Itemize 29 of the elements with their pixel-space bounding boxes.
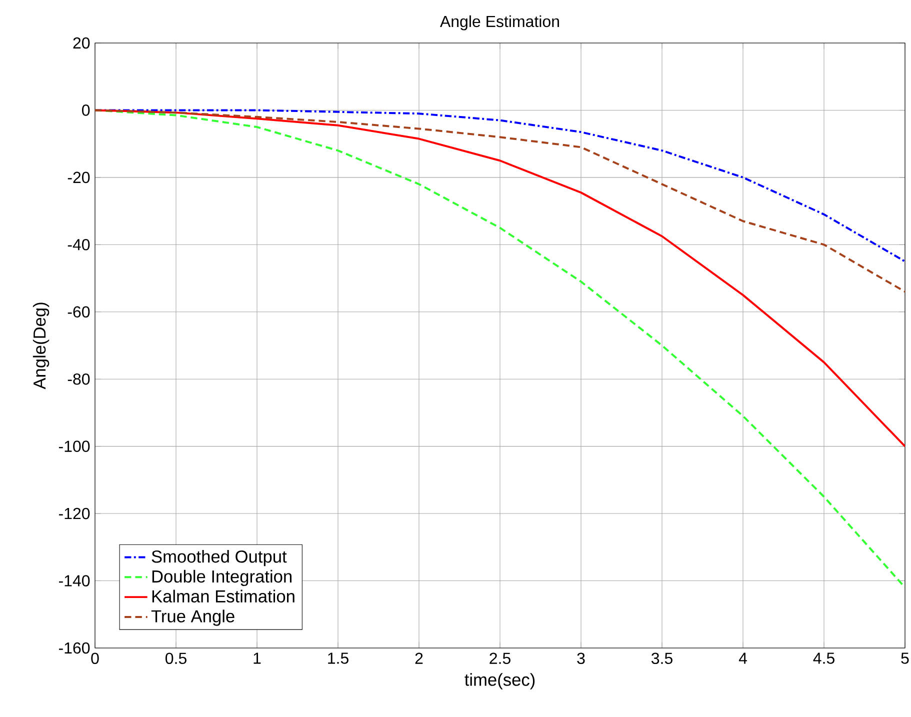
- x-tick-label: 2: [415, 652, 423, 664]
- x-tick-label: 4.5: [813, 652, 834, 664]
- x-tick-label: 4: [738, 652, 747, 664]
- y-tick-label: -120: [58, 508, 90, 520]
- y-axis-title: Angle(Deg): [32, 302, 50, 390]
- y-tick-label: -40: [68, 238, 90, 250]
- y-tick-label: -60: [68, 306, 90, 318]
- line-series: [95, 109, 905, 293]
- legend-label: Double Integration: [152, 570, 292, 586]
- x-axis-title: time(sec): [464, 673, 535, 690]
- x-tick-label: 1: [254, 652, 261, 664]
- y-tick-label: -140: [58, 575, 90, 586]
- legend-label: Smoothed Output: [152, 550, 287, 566]
- x-tick-label: 2.5: [490, 652, 510, 664]
- x-tick-label: 1.5: [328, 652, 348, 664]
- x-tick-label: 5: [901, 652, 909, 664]
- y-tick-label: -20: [68, 172, 90, 184]
- legend-label: Kalman Estimation: [152, 590, 294, 603]
- x-tick-label: 0.5: [166, 652, 186, 664]
- x-tick-label: 3.5: [651, 652, 672, 664]
- y-tick-label: -100: [58, 440, 90, 452]
- x-tick-label: 0: [91, 652, 99, 664]
- y-tick-label: -80: [68, 373, 90, 385]
- chart-title: Angle Estimation: [440, 15, 559, 30]
- y-tick-label: 20: [73, 37, 90, 49]
- y-tick-label: -160: [58, 642, 90, 654]
- y-tick-label: 0: [82, 104, 90, 116]
- legend-label: True Angle: [151, 610, 234, 626]
- x-tick-label: 3: [577, 652, 585, 664]
